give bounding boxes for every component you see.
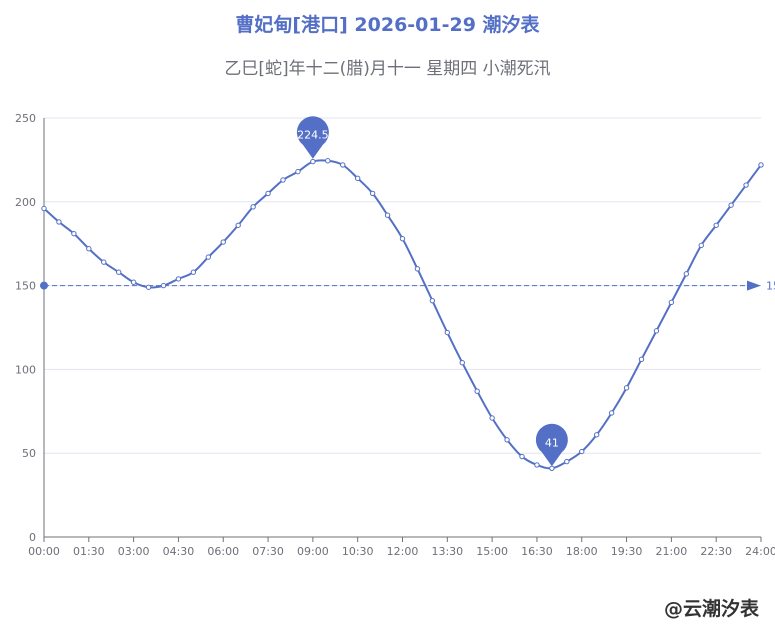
y-tick-label: 150	[15, 280, 36, 293]
data-point	[579, 448, 585, 455]
x-tick-label: 06:00	[207, 545, 239, 558]
x-tick-label: 07:30	[252, 545, 284, 558]
data-point	[399, 235, 406, 242]
data-point	[369, 190, 376, 197]
data-point	[41, 205, 47, 212]
data-point	[190, 269, 197, 275]
data-point	[145, 284, 152, 290]
data-point	[534, 462, 540, 468]
extreme-marker: 41	[535, 423, 568, 467]
x-tick-label: 04:30	[163, 545, 195, 558]
data-point	[310, 158, 316, 165]
data-point	[683, 271, 690, 277]
data-point	[175, 276, 182, 282]
data-point	[220, 239, 226, 245]
data-point	[549, 465, 555, 471]
y-tick-label: 250	[15, 112, 36, 125]
y-tick-label: 0	[29, 531, 36, 544]
data-point	[384, 212, 391, 218]
x-tick-label: 09:00	[297, 545, 329, 558]
data-point	[56, 219, 62, 225]
y-tick-label: 50	[22, 447, 36, 460]
data-point	[280, 177, 286, 183]
data-point	[668, 299, 675, 306]
data-point	[205, 254, 212, 260]
x-tick-label: 19:30	[611, 545, 643, 558]
x-tick-label: 18:00	[566, 545, 598, 558]
data-point	[504, 437, 510, 443]
data-point	[414, 266, 421, 272]
marker-label: 224.5	[297, 129, 329, 142]
marker-label: 41	[545, 436, 559, 449]
chart-subtitle: 乙巳[蛇]年十二(腊)月十一 星期四 小潮死汛	[224, 59, 551, 79]
mean-line-arrow	[747, 280, 761, 291]
data-point	[444, 329, 451, 336]
data-point	[608, 410, 615, 416]
data-point	[698, 242, 704, 249]
data-point	[325, 158, 331, 164]
x-tick-label: 01:30	[73, 545, 105, 558]
x-tick-label: 13:30	[431, 545, 463, 558]
x-tick-label: 21:00	[656, 545, 688, 558]
chart-title: 曹妃甸[港口] 2026-01-29 潮汐表	[235, 14, 540, 36]
data-point	[101, 259, 107, 265]
data-point	[519, 453, 525, 460]
data-point	[489, 415, 495, 421]
data-point	[160, 282, 167, 289]
data-point	[130, 279, 137, 285]
watermark: @云潮汐表	[663, 598, 759, 620]
data-point	[86, 246, 92, 252]
data-point	[713, 222, 719, 228]
data-point	[115, 269, 122, 275]
x-tick-label: 16:30	[521, 545, 553, 558]
data-point	[653, 328, 660, 334]
data-point	[235, 222, 241, 228]
x-tick-label: 15:00	[476, 545, 508, 558]
marker-pin	[535, 423, 568, 467]
extreme-marker: 224.5	[296, 116, 329, 159]
data-point	[638, 356, 645, 363]
x-tick-label: 00:00	[28, 545, 60, 558]
marker-pin	[296, 116, 329, 159]
x-tick-label: 24:00	[745, 545, 775, 558]
data-point	[623, 385, 630, 391]
y-tick-label: 200	[15, 196, 36, 209]
mean-line-start-dot	[40, 281, 48, 290]
data-point	[265, 190, 271, 197]
data-point	[354, 175, 361, 182]
x-tick-label: 10:30	[342, 545, 374, 558]
x-tick-label: 03:00	[118, 545, 150, 558]
data-point	[564, 458, 570, 465]
x-tick-label: 12:00	[387, 545, 419, 558]
data-point	[295, 168, 301, 175]
data-point	[340, 162, 346, 168]
data-point	[743, 182, 749, 188]
x-tick-label: 22:30	[700, 545, 732, 558]
data-point	[71, 230, 77, 237]
data-point	[593, 432, 600, 438]
data-point	[758, 162, 764, 168]
y-tick-label: 100	[15, 363, 36, 376]
mean-line-label: 150	[766, 280, 775, 293]
data-point	[429, 297, 436, 304]
data-point	[728, 202, 734, 208]
tide-line	[43, 159, 762, 470]
data-point	[474, 388, 480, 394]
data-point	[250, 204, 256, 210]
data-point	[459, 359, 465, 366]
